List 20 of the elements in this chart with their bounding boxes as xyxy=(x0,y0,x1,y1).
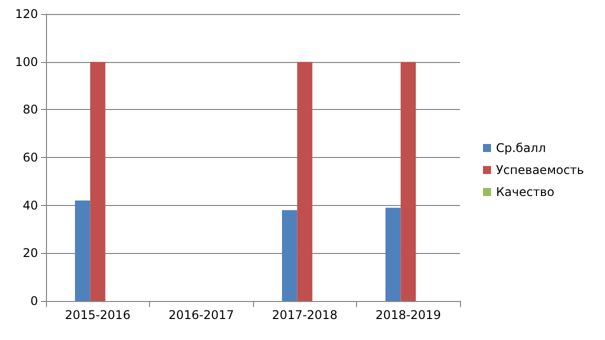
y-tick-label: 80 xyxy=(22,102,38,117)
bar xyxy=(400,62,416,301)
x-tick-label: 2018-2019 xyxy=(376,308,441,322)
y-tick-label: 0 xyxy=(30,294,38,308)
legend-label: Успеваемость xyxy=(496,163,584,177)
legend-label: Ср.балл xyxy=(496,141,546,155)
y-tick-label: 100 xyxy=(15,54,38,69)
bar xyxy=(282,210,298,301)
bar xyxy=(90,62,106,301)
y-tick-label: 20 xyxy=(22,246,38,260)
bar xyxy=(385,208,401,301)
x-tick-label: 2016-2017 xyxy=(168,308,234,322)
x-tick-label: 2015-2016 xyxy=(65,308,130,322)
y-tick-label: 40 xyxy=(22,198,38,212)
y-tick-label: 60 xyxy=(22,150,38,164)
bar xyxy=(74,200,90,301)
x-tick-label: 2017-2018 xyxy=(272,308,338,322)
y-tick-label: 120 xyxy=(15,7,38,21)
legend-label: Качество xyxy=(496,185,554,199)
bar xyxy=(297,62,312,301)
